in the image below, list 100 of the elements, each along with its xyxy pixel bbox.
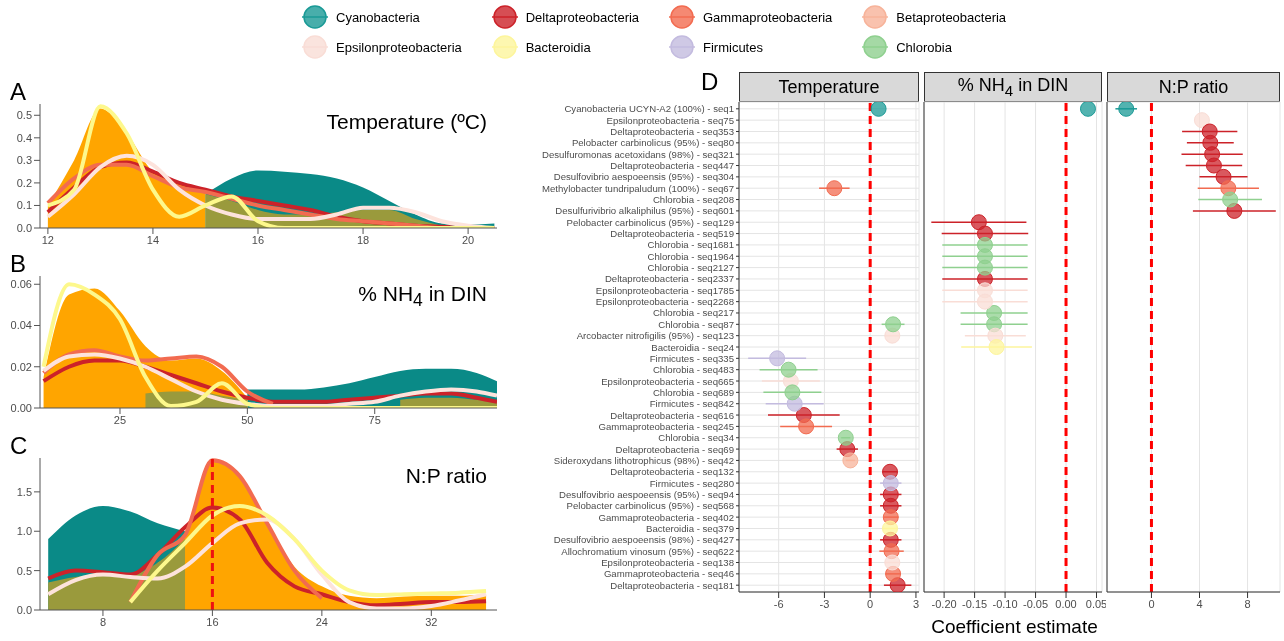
y-tick-label: Chlorobia - seq34 xyxy=(658,432,735,444)
point xyxy=(976,259,993,276)
y-tick-label: Deltaproteobacteria - seq132 xyxy=(610,466,734,478)
x-tick-label: 18 xyxy=(356,233,370,246)
y-tick-label: Desulfovibrio aespoeensis (98%) - seq427 xyxy=(553,534,734,546)
y-tick-label: Gammaproteobacteria - seq46 xyxy=(603,568,734,580)
x-tick-label: 16 xyxy=(206,615,219,628)
y-tick-label: Methylobacter tundripaludum (100%) - seq67 xyxy=(542,182,734,194)
x-tick-label: -3 xyxy=(819,597,830,610)
x-tick-label: -0.15 xyxy=(962,597,988,610)
y-tick-label: Epsilonproteobacteria - seq665 xyxy=(601,375,734,387)
y-tick-label: Pelobacter carbinolicus (95%) - seq129 xyxy=(566,216,734,228)
line-series xyxy=(128,458,324,605)
x-tick-label: 0 xyxy=(867,597,874,610)
point xyxy=(1205,157,1222,174)
y-tick-label: Pelobacter carbinolicus (95%) - seq568 xyxy=(566,500,734,512)
chart-title: B xyxy=(10,250,27,278)
legend-label: Bacteroidia xyxy=(525,39,591,55)
y-tick-label: Epsilonproteobacteria - seq75 xyxy=(606,114,734,126)
y-tick-label: Firmicutes - seq335 xyxy=(649,352,734,364)
y-tick-label: Desulfovibrio aespoeensis (95%) - seq304 xyxy=(553,171,735,183)
point xyxy=(842,452,859,469)
y-tick-label: Deltaproteobacteria - seq447 xyxy=(610,160,734,172)
y-tick-label: 0.06 xyxy=(10,278,32,291)
y-tick-label: Firmicutes - seq280 xyxy=(649,477,734,489)
y-tick-label: Gammaproteobacteria - seq402 xyxy=(598,511,734,523)
y-tick-label: Chlorobia - seq1964 xyxy=(647,250,735,262)
legend-label: Betaproteobacteria xyxy=(896,9,1007,25)
x-tick-label: 20 xyxy=(461,233,475,246)
y-tick-label: Desulfurivibrio alkaliphilus (95%) - seq601 xyxy=(555,205,734,217)
point xyxy=(870,102,887,117)
point xyxy=(970,214,987,231)
legend-label: Epsilonproteobacteria xyxy=(336,39,462,55)
y-tick-label: Chlorobia - seq1681 xyxy=(647,239,734,251)
point xyxy=(885,316,902,333)
y-tick-label: 0.02 xyxy=(10,360,32,373)
x-axis-title: Coefficient estimate xyxy=(930,616,1099,638)
y-tick-label: Epsilonproteobacteria - seq138 xyxy=(601,557,734,569)
y-tick-label: 0.04 xyxy=(10,319,32,332)
y-tick-label: 1.5 xyxy=(16,485,32,498)
legend-label: Cyanobacteria xyxy=(336,9,420,25)
y-tick-label: 0.1 xyxy=(16,199,32,212)
y-tick-label: Deltaproteobacteria - seq519 xyxy=(610,228,734,240)
x-tick-label: 32 xyxy=(425,615,438,628)
point xyxy=(1222,191,1239,208)
x-tick-label: 0 xyxy=(1148,597,1155,610)
point xyxy=(1079,102,1096,117)
y-tick-label: Deltaproteobacteria - seq2337 xyxy=(604,273,734,285)
x-tick-label: 8 xyxy=(1244,597,1251,610)
chart-subtitle: Temperature (ºC) xyxy=(326,110,487,134)
chart-subtitle: N:P ratio xyxy=(405,464,487,488)
y-tick-label: Deltaproteobacteria - seq353 xyxy=(610,125,734,137)
y-tick-label: Pelobacter carbinolicus (95%) - seq80 xyxy=(571,137,734,149)
y-tick-label: Sideroxydans lithotrophicus (98%) - seq42 xyxy=(553,454,734,466)
point xyxy=(988,339,1005,355)
y-tick-label: Deltaproteobacteria - seq181 xyxy=(610,579,734,591)
y-tick-label: 0.2 xyxy=(16,176,32,189)
y-tick-label: Desulfovibrio aespoeensis (95%) - seq94 xyxy=(559,488,735,500)
y-tick-label: Chlorobia - seq2127 xyxy=(647,262,734,274)
chart-title: Temperature xyxy=(778,76,880,98)
y-tick-label: Bacteroidia - seq379 xyxy=(646,522,734,534)
y-tick-label: Desulfuromonas acetoxidans (98%) - seq321 xyxy=(542,148,734,160)
y-tick-label: Deltaproteobacteria - seq69 xyxy=(615,443,734,455)
x-tick-label: -6 xyxy=(773,597,784,610)
y-tick-label: Chlorobia - seq87 xyxy=(658,318,734,330)
x-tick-label: 24 xyxy=(315,615,328,628)
point xyxy=(1193,112,1210,129)
point xyxy=(837,429,854,446)
point xyxy=(769,350,786,367)
y-tick-label: 0.5 xyxy=(16,109,32,122)
y-tick-label: 1.0 xyxy=(16,525,32,538)
chart-title: C xyxy=(10,432,28,460)
legend-label: Firmicutes xyxy=(703,39,763,55)
point xyxy=(798,418,815,435)
y-tick-label: 0.5 xyxy=(16,564,32,577)
point xyxy=(882,520,899,537)
y-tick-label: 0.4 xyxy=(16,131,32,144)
legend-label: Chlorobia xyxy=(896,39,952,55)
point xyxy=(780,361,797,378)
y-tick-label: Chlorobia - seq483 xyxy=(652,364,734,376)
point xyxy=(826,180,843,197)
y-tick-label: 0.00 xyxy=(10,401,32,414)
legend-label: Deltaproteobacteria xyxy=(525,9,640,25)
chart-title: A xyxy=(10,78,27,106)
y-tick-label: 0.0 xyxy=(16,221,32,234)
y-tick-label: Chlorobia - seq208 xyxy=(652,194,734,206)
y-tick-label: Epsilonproteobacteria - seq1785 xyxy=(595,284,734,296)
legend-label: Gammaproteobacteria xyxy=(703,9,833,25)
y-tick-label: Bacteroidia - seq24 xyxy=(651,341,735,353)
x-tick-label: -0.20 xyxy=(931,597,957,610)
y-tick-label: Chlorobia - seq689 xyxy=(652,386,734,398)
y-tick-label: Allochromatium vinosum (95%) - seq622 xyxy=(561,545,734,557)
x-tick-label: 16 xyxy=(251,233,265,246)
x-tick-label: -0.10 xyxy=(992,597,1018,610)
x-tick-label: 8 xyxy=(99,615,106,628)
y-tick-label: Epsilonproteobacteria - seq2268 xyxy=(595,296,734,308)
line-series xyxy=(45,104,497,228)
y-tick-label: 0.0 xyxy=(16,603,32,616)
x-tick-label: 14 xyxy=(146,233,160,246)
x-tick-label: 3 xyxy=(912,597,920,610)
